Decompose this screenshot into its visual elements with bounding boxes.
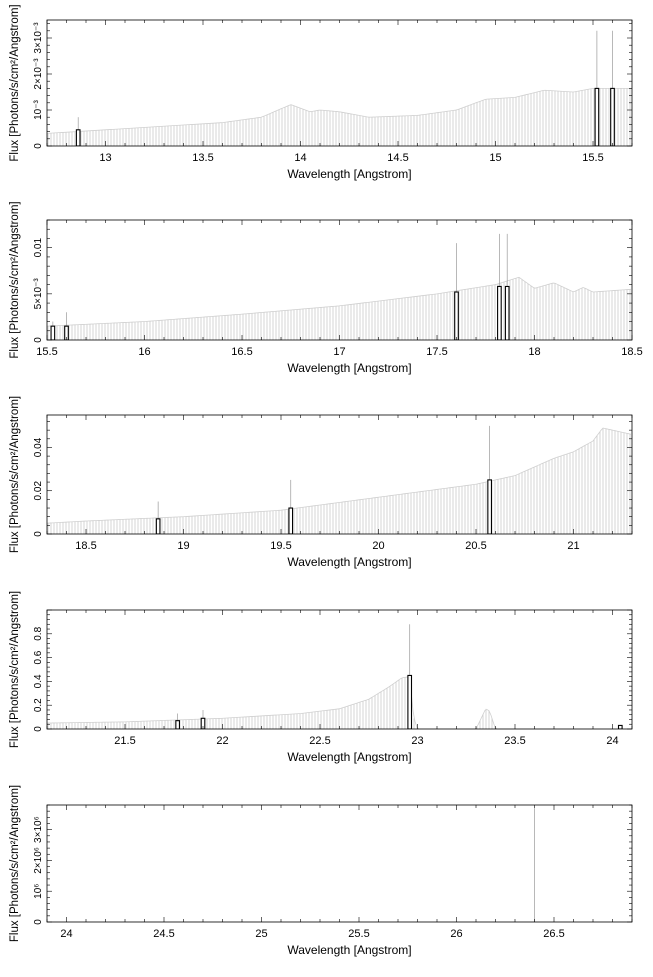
y-axis-label: Flux [Photons/s/cm²/Angstrom] [9, 785, 21, 942]
line-bar [50, 325, 56, 340]
continuum-envelope [47, 88, 631, 134]
x-tick-label: 13 [99, 152, 111, 164]
x-tick-label: 14.5 [387, 152, 408, 164]
panel-3: 18.5 19 19.5 20 20.5 21 0 0.02 0.04 Wavelength [A… [9, 396, 633, 569]
line-bar [617, 724, 623, 729]
y-tick-label: 0.01 [33, 238, 44, 258]
x-tick-label: 16.5 [231, 346, 252, 358]
x-tick-label: 24 [606, 735, 618, 747]
x-tick-label: 24.5 [153, 928, 174, 940]
continuum-series [47, 277, 631, 340]
plot-area [47, 233, 632, 340]
x-tick-label: 13.5 [192, 152, 213, 164]
continuum-series [47, 88, 631, 146]
x-tick-label: 15 [489, 152, 501, 164]
plot-area [47, 425, 632, 534]
x-tick-label: 25.5 [348, 928, 369, 940]
line-bar [454, 291, 459, 340]
x-tick-label: 14 [294, 152, 306, 164]
y-tick-label: 3×10⁻³ [33, 22, 44, 54]
x-tick-label: 18.5 [75, 540, 96, 552]
y-tick-label: 0.4 [33, 674, 44, 688]
y-axis-label: Flux [Photons/s/cm²/Angstrom] [9, 396, 21, 553]
x-tick-label: 22.5 [309, 735, 330, 747]
x-tick-label: 16 [138, 346, 150, 358]
x-tick-label: 26.5 [543, 928, 564, 940]
x-axis-label: Wavelength [Angstrom] [287, 750, 411, 764]
plot-area [47, 30, 631, 146]
y-tick-label: 0 [33, 531, 44, 537]
line-bar [155, 518, 161, 534]
line-bar [594, 87, 600, 146]
y-tick-label: 0 [33, 337, 44, 343]
line-bar [75, 129, 81, 146]
panel-4: 21.5 22 22.5 23 23.5 24 0 0.2 0.4 0.6 0.8 Wavelengt… [9, 591, 633, 764]
x-tick-label: 15.5 [582, 152, 603, 164]
plot-area [47, 808, 631, 922]
x-tick-label: 21 [567, 540, 579, 552]
line-bar [175, 720, 181, 729]
x-tick-label: 26 [450, 928, 462, 940]
y-tick-label: 3×10⁶ [33, 816, 44, 843]
y-tick-label: 0 [33, 143, 44, 149]
x-tick-label: 24 [60, 928, 72, 940]
y-tick-label: 0.04 [33, 437, 44, 457]
plot-frame [46, 609, 633, 730]
panel-2: 15.5 16 16.5 17 17.5 18 18.5 0 5×10⁻³ 0.01 Wavelen… [9, 201, 643, 375]
line-bar [504, 285, 510, 340]
plot-area [47, 624, 631, 729]
y-tick-label: 0.02 [33, 481, 44, 501]
y-tick-label: 10⁻³ [33, 99, 44, 119]
x-axis-label: Wavelength [Angstrom] [287, 555, 411, 569]
plot-frame [46, 804, 633, 923]
line-bar [288, 507, 294, 534]
y-tick-label: 0 [33, 726, 44, 732]
continuum-series [47, 428, 631, 534]
x-tick-label: 15.5 [36, 346, 57, 358]
x-tick-label: 21.5 [114, 735, 135, 747]
continuum-envelope [47, 276, 632, 327]
continuum-envelope [47, 427, 632, 524]
continuum-series [47, 676, 496, 729]
x-tick-label: 23.5 [504, 735, 525, 747]
y-axis-label: Flux [Photons/s/cm²/Angstrom] [9, 4, 21, 161]
line-bar [407, 674, 413, 729]
x-tick-label: 17.5 [426, 346, 447, 358]
y-tick-label: 0.8 [33, 626, 44, 640]
y-axis-label: Flux [Photons/s/cm²/Angstrom] [9, 591, 21, 748]
x-tick-label: 19.5 [270, 540, 291, 552]
x-tick-label: 18.5 [621, 346, 642, 358]
y-tick-label: 5×10⁻³ [33, 278, 44, 310]
x-axis-label: Wavelength [Angstrom] [287, 167, 411, 181]
plot-frame [46, 19, 633, 147]
line-bar [497, 285, 502, 340]
panel-1: 13 13.5 14 14.5 15 15.5 0 10⁻³ 2×10⁻³ 3×10⁻³ Wavel… [9, 4, 633, 181]
x-tick-label: 20.5 [465, 540, 486, 552]
y-tick-label: 0 [33, 919, 44, 925]
x-axis-label: Wavelength [Angstrom] [287, 943, 411, 957]
panel-5: 24 24.5 25 25.5 26 26.5 0 10⁶ 2×10⁶ 3×10⁶ Waveleng… [9, 785, 633, 957]
y-tick-label: 2×10⁻³ [33, 58, 44, 90]
y-axis-label: Flux [Photons/s/cm²/Angstrom] [9, 201, 21, 358]
continuum-envelope [47, 676, 631, 729]
y-tick-label: 0.2 [33, 698, 44, 712]
y-tick-label: 0.6 [33, 650, 44, 664]
line-bar [487, 479, 493, 534]
x-tick-label: 18 [528, 346, 540, 358]
x-tick-label: 23 [411, 735, 423, 747]
x-tick-label: 25 [255, 928, 267, 940]
y-tick-label: 10⁶ [33, 884, 44, 899]
line-bar [610, 87, 615, 146]
x-tick-label: 22 [216, 735, 228, 747]
x-tick-label: 20 [372, 540, 384, 552]
plot-frame [46, 414, 633, 535]
x-axis-label: Wavelength [Angstrom] [287, 361, 411, 375]
x-tick-label: 17 [333, 346, 345, 358]
y-tick-label: 2×10⁶ [33, 847, 44, 874]
x-tick-label: 19 [177, 540, 189, 552]
